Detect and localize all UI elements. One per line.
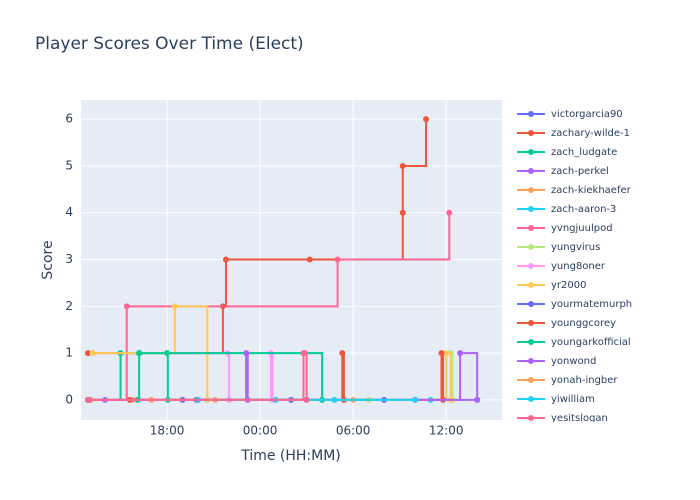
y-tick-label: 1 bbox=[65, 346, 73, 360]
data-point bbox=[334, 256, 341, 263]
data-point bbox=[84, 350, 91, 357]
data-point bbox=[339, 350, 346, 357]
data-point bbox=[123, 303, 130, 310]
data-point bbox=[423, 116, 430, 123]
legend-label: yr2000 bbox=[551, 280, 586, 291]
data-point bbox=[243, 350, 250, 357]
x-tick-label: 12:00 bbox=[429, 424, 464, 438]
legend-label: zach_ludgate bbox=[551, 147, 617, 158]
legend-marker bbox=[528, 111, 534, 117]
y-tick-label: 2 bbox=[65, 299, 73, 313]
data-point bbox=[457, 350, 464, 357]
legend-label: victorgarcia90 bbox=[551, 109, 623, 120]
data-point bbox=[412, 396, 419, 403]
legend-label: yungvirus bbox=[551, 242, 600, 253]
data-point bbox=[446, 209, 453, 216]
legend-marker bbox=[528, 206, 534, 212]
x-axis-title: Time (HH:MM) bbox=[240, 448, 341, 464]
legend-label: yonah-ingber bbox=[551, 375, 618, 386]
y-axis-title: Score bbox=[40, 240, 56, 279]
data-point bbox=[443, 350, 450, 357]
legend-label: yonwond bbox=[551, 356, 596, 367]
legend-label: zach-kiekhaefer bbox=[551, 185, 632, 196]
legend-marker bbox=[528, 339, 534, 345]
legend-label: yesitslogan bbox=[551, 413, 608, 424]
legend-marker bbox=[528, 358, 534, 364]
data-point bbox=[89, 350, 96, 357]
legend-label: zachary-wilde-1 bbox=[551, 128, 630, 139]
legend-label: zach-perkel bbox=[551, 166, 609, 177]
legend-marker bbox=[528, 301, 534, 307]
legend-label: yvngjuulpod bbox=[551, 223, 613, 234]
legend-marker bbox=[528, 244, 534, 250]
y-tick-label: 6 bbox=[65, 112, 73, 126]
legend-label: younggcorey bbox=[551, 318, 616, 329]
legend-marker bbox=[528, 377, 534, 383]
legend-marker bbox=[528, 225, 534, 231]
legend-label: yourmatemurph bbox=[551, 299, 632, 310]
legend-marker bbox=[528, 168, 534, 174]
y-tick-label: 5 bbox=[65, 158, 73, 172]
legend-marker bbox=[528, 320, 534, 326]
x-tick-label: 00:00 bbox=[243, 424, 278, 438]
legend-marker bbox=[528, 396, 534, 402]
legend-marker bbox=[528, 415, 534, 421]
legend-marker bbox=[528, 263, 534, 269]
y-tick-label: 3 bbox=[65, 252, 73, 266]
data-point bbox=[474, 396, 481, 403]
legend-label: youngarkofficial bbox=[551, 337, 631, 348]
legend-label: zach-aaron-3 bbox=[551, 204, 616, 215]
data-point bbox=[136, 350, 143, 357]
data-point bbox=[171, 303, 178, 310]
data-point bbox=[86, 396, 93, 403]
data-point bbox=[399, 162, 406, 169]
x-tick-label: 18:00 bbox=[150, 424, 185, 438]
x-tick-label: 06:00 bbox=[336, 424, 371, 438]
data-point bbox=[302, 350, 309, 357]
y-tick-label: 4 bbox=[65, 205, 73, 219]
legend-marker bbox=[528, 149, 534, 155]
legend-label: yiwilliam bbox=[551, 394, 595, 405]
data-point bbox=[438, 350, 445, 357]
legend-label: yung8oner bbox=[551, 261, 606, 272]
data-point bbox=[303, 396, 310, 403]
legend-marker bbox=[528, 187, 534, 193]
chart-title: Player Scores Over Time (Elect) bbox=[35, 34, 304, 54]
data-point bbox=[222, 256, 229, 263]
legend-marker bbox=[528, 130, 534, 136]
legend-marker bbox=[528, 282, 534, 288]
data-point bbox=[399, 209, 406, 216]
data-point bbox=[306, 256, 313, 263]
y-tick-label: 0 bbox=[65, 392, 73, 406]
